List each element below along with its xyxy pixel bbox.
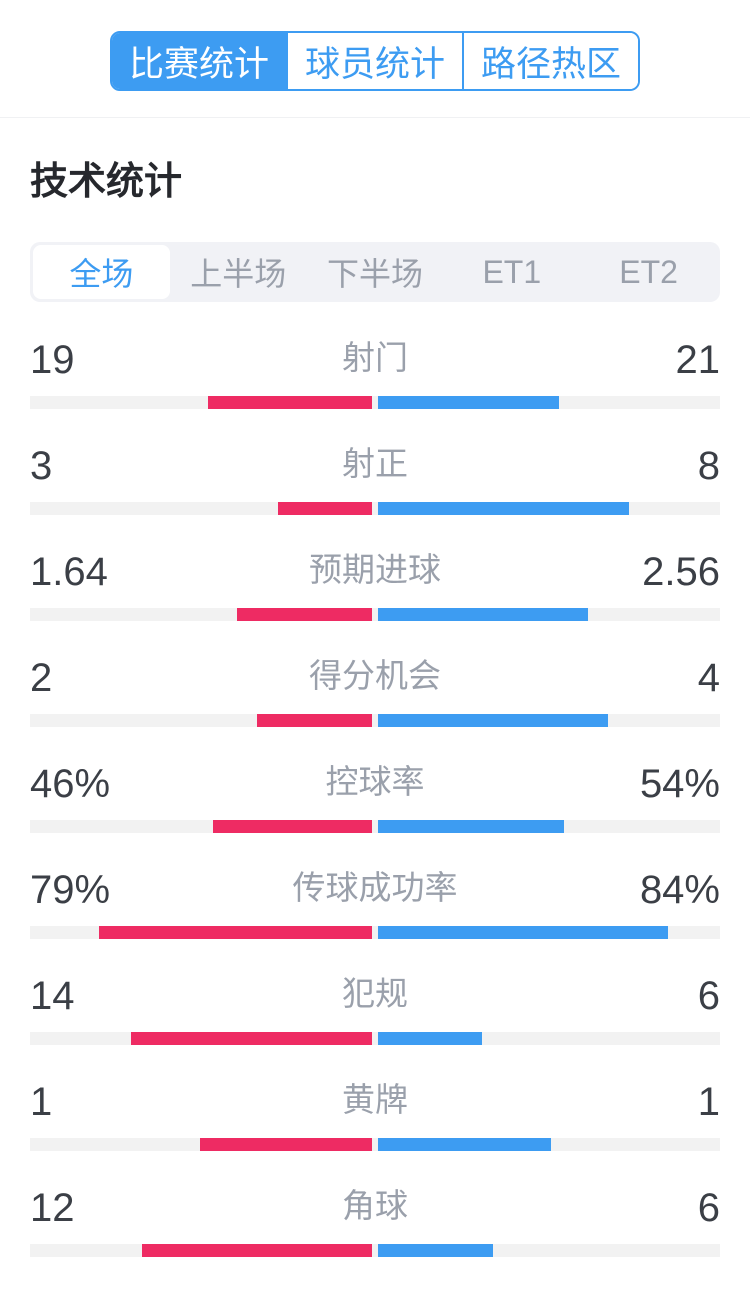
home-value: 1.64 <box>30 550 108 594</box>
home-value: 1 <box>30 1080 53 1124</box>
away-value: 21 <box>675 338 721 382</box>
home-value: 19 <box>30 338 75 382</box>
stat-bar-track <box>30 714 720 727</box>
stats-list: 19 射门 21 3 射正 8 1.64 预期进球 2.56 <box>30 337 720 1291</box>
home-bar <box>278 502 372 515</box>
top-tab-bar: 比赛统计 球员统计 路径热区 <box>110 31 640 91</box>
tab-first-half[interactable]: 上半场 <box>190 256 287 292</box>
tab-match-stats[interactable]: 比赛统计 <box>112 33 286 89</box>
header-divider <box>0 117 750 118</box>
home-bar <box>130 1032 372 1045</box>
away-value: 1 <box>697 1080 720 1124</box>
stat-label: 射正 <box>342 445 408 482</box>
page-title: 技术统计 <box>30 161 183 203</box>
away-bar <box>378 820 565 833</box>
away-value: 4 <box>697 656 720 700</box>
home-bar <box>142 1244 372 1257</box>
tab-full-match[interactable]: 全场 <box>33 245 170 299</box>
stat-bar-track <box>30 1244 720 1257</box>
stat-row: 79% 传球成功率 84% <box>30 867 720 973</box>
period-tab-bar: 全场 上半场 下半场 ET1 ET2 <box>30 242 720 302</box>
away-value: 6 <box>697 1186 720 1230</box>
away-bar <box>378 1244 494 1257</box>
home-bar <box>256 714 372 727</box>
stat-label: 黄牌 <box>342 1081 408 1118</box>
tab-et1[interactable]: ET1 <box>482 253 542 290</box>
stat-row: 46% 控球率 54% <box>30 761 720 867</box>
tab-et2[interactable]: ET2 <box>619 253 678 290</box>
stat-row: 12 角球 6 <box>30 1185 720 1291</box>
stat-bar-track <box>30 396 720 409</box>
away-bar <box>378 502 630 515</box>
stat-label: 犯规 <box>342 975 408 1012</box>
tab-second-half[interactable]: 下半场 <box>326 256 423 292</box>
stat-line: 79% 传球成功率 84% <box>30 867 720 913</box>
stat-label: 得分机会 <box>309 657 441 694</box>
away-value: 8 <box>697 444 720 488</box>
stat-label: 控球率 <box>325 763 425 800</box>
stat-label: 射门 <box>342 339 408 376</box>
home-value: 46% <box>30 762 111 806</box>
stat-row: 19 射门 21 <box>30 337 720 443</box>
stat-row: 14 犯规 6 <box>30 973 720 1079</box>
home-value: 3 <box>30 444 53 488</box>
stat-bar-track <box>30 926 720 939</box>
away-bar <box>378 396 560 409</box>
home-bar <box>213 820 372 833</box>
stat-row: 1.64 预期进球 2.56 <box>30 549 720 655</box>
away-bar <box>378 714 608 727</box>
stat-line: 14 犯规 6 <box>30 973 720 1019</box>
stat-line: 2 得分机会 4 <box>30 655 720 701</box>
home-value: 12 <box>30 1186 75 1230</box>
away-bar <box>378 1032 482 1045</box>
away-bar <box>378 926 668 939</box>
away-bar <box>378 608 589 621</box>
stat-line: 19 射门 21 <box>30 337 720 383</box>
stat-label: 预期进球 <box>309 551 441 588</box>
home-bar <box>208 396 372 409</box>
home-bar <box>237 608 372 621</box>
stat-line: 46% 控球率 54% <box>30 761 720 807</box>
stat-line: 1.64 预期进球 2.56 <box>30 549 720 595</box>
stat-line: 1 黄牌 1 <box>30 1079 720 1125</box>
away-value: 84% <box>639 868 720 912</box>
stat-row: 3 射正 8 <box>30 443 720 549</box>
stat-bar-track <box>30 608 720 621</box>
away-value: 54% <box>639 762 720 806</box>
stat-label: 角球 <box>342 1187 408 1224</box>
away-value: 2.56 <box>642 550 720 594</box>
stat-row: 1 黄牌 1 <box>30 1079 720 1185</box>
stat-bar-track <box>30 1032 720 1045</box>
home-value: 79% <box>30 868 111 912</box>
stat-bar-track <box>30 1138 720 1151</box>
tab-path-heatmap[interactable]: 路径热区 <box>462 33 638 89</box>
stat-bar-track <box>30 820 720 833</box>
tab-player-stats[interactable]: 球员统计 <box>286 33 462 89</box>
home-bar <box>199 1138 372 1151</box>
away-bar <box>378 1138 551 1151</box>
home-value: 2 <box>30 656 53 700</box>
stat-row: 2 得分机会 4 <box>30 655 720 761</box>
stat-bar-track <box>30 502 720 515</box>
home-value: 14 <box>30 974 75 1018</box>
stat-line: 3 射正 8 <box>30 443 720 489</box>
stat-line: 12 角球 6 <box>30 1185 720 1231</box>
home-bar <box>99 926 372 939</box>
away-value: 6 <box>697 974 720 1018</box>
stat-label: 传球成功率 <box>292 869 458 906</box>
